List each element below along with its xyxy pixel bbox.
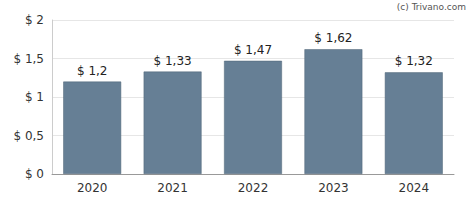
- svg-text:$ 0: $ 0: [25, 167, 44, 181]
- svg-text:2021: 2021: [157, 181, 188, 195]
- svg-text:2022: 2022: [238, 181, 269, 195]
- svg-text:$ 1: $ 1: [25, 90, 44, 104]
- svg-text:$ 1,62: $ 1,62: [314, 31, 352, 45]
- svg-text:$ 1,33: $ 1,33: [154, 54, 192, 68]
- svg-text:$ 1,2: $ 1,2: [77, 64, 108, 78]
- svg-text:2024: 2024: [399, 181, 430, 195]
- svg-text:$ 2: $ 2: [25, 13, 44, 27]
- svg-text:$ 1,32: $ 1,32: [395, 54, 433, 68]
- svg-text:(c) Trivano.com: (c) Trivano.com: [397, 2, 466, 12]
- svg-text:$ 1,5: $ 1,5: [13, 52, 44, 66]
- svg-text:$ 1,47: $ 1,47: [234, 43, 272, 57]
- svg-text:$ 0,5: $ 0,5: [13, 129, 44, 143]
- svg-text:2020: 2020: [77, 181, 108, 195]
- svg-text:2023: 2023: [318, 181, 349, 195]
